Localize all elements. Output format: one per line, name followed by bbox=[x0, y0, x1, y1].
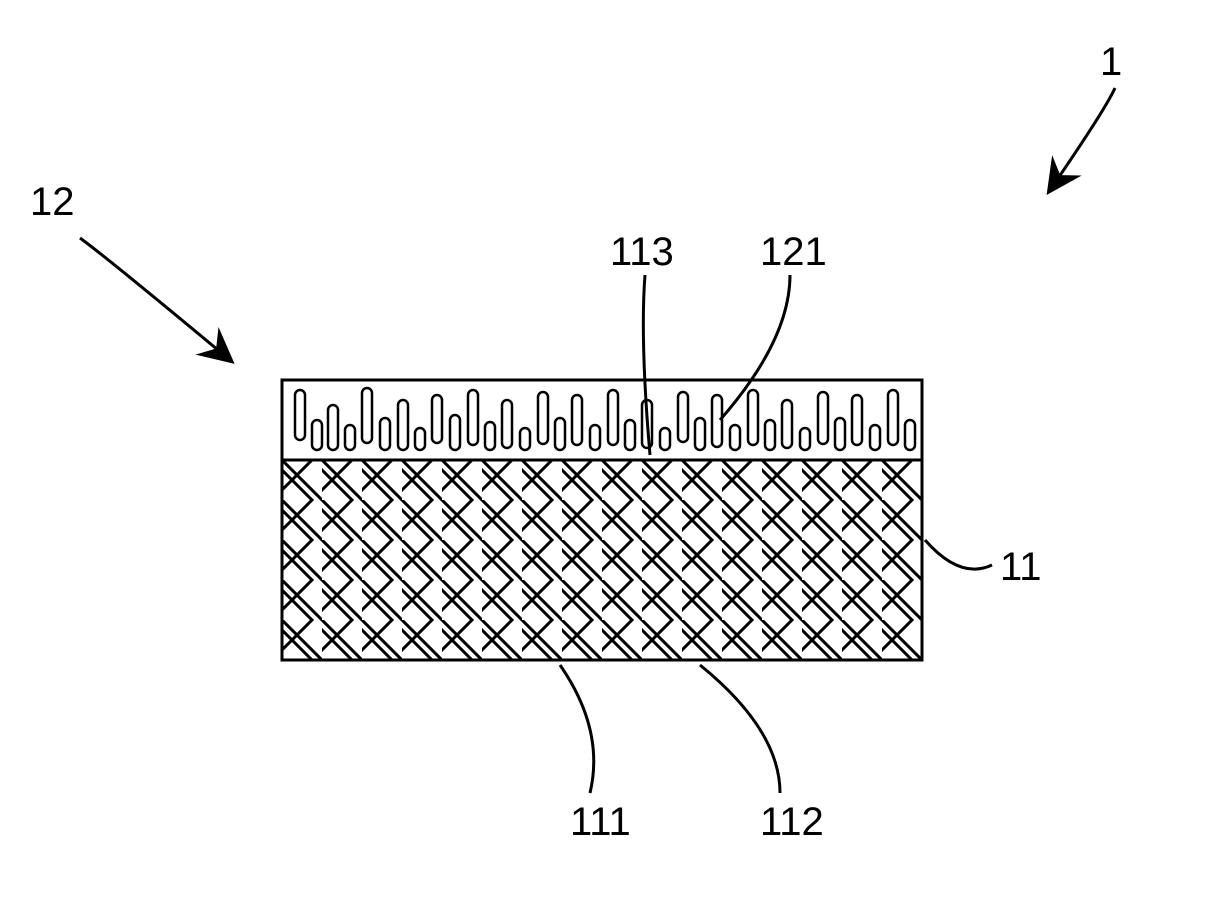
label-main: 1 bbox=[1100, 40, 1122, 85]
label-121: 121 bbox=[760, 230, 827, 275]
label-111: 111 bbox=[570, 800, 631, 845]
label-112: 112 bbox=[760, 800, 824, 845]
label-top-layer: 12 bbox=[30, 180, 75, 225]
label-113: 113 bbox=[610, 230, 674, 275]
bottom-layer bbox=[282, 460, 922, 660]
label-bottom-layer: 11 bbox=[1000, 545, 1042, 590]
